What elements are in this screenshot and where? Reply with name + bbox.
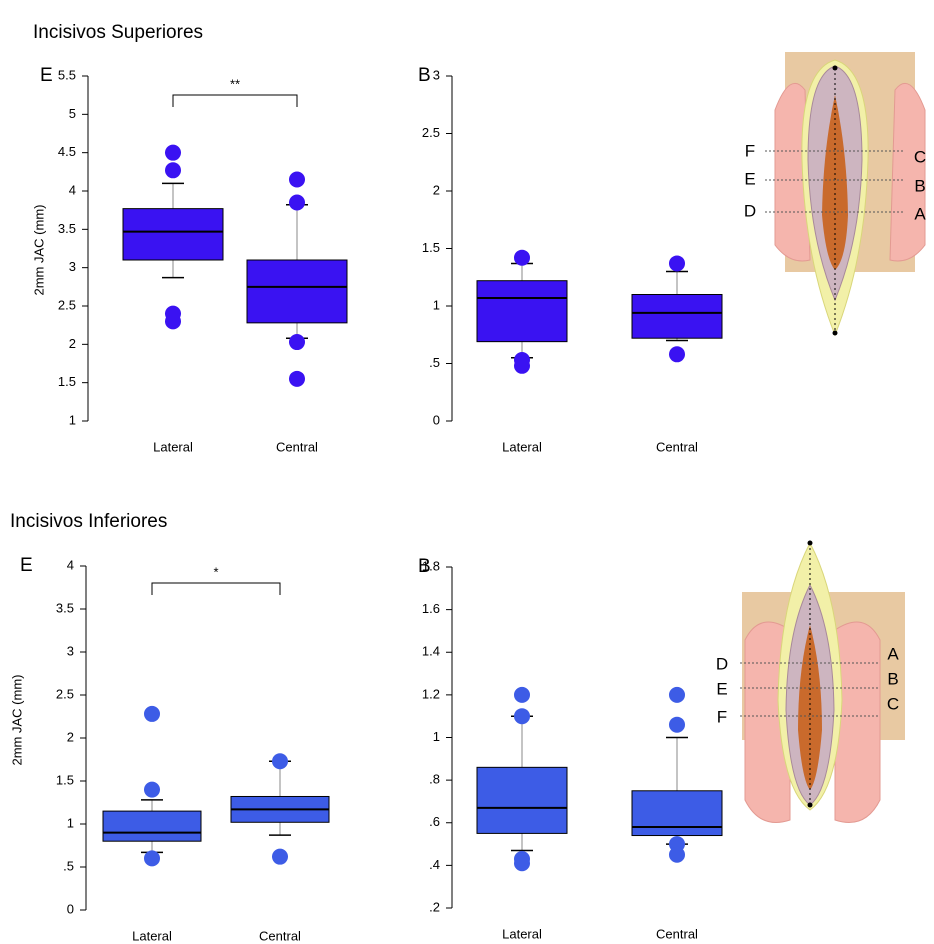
outlier [165,144,181,161]
outlier [514,357,530,374]
x-tick-label: Central [656,926,698,941]
diagram-label: D [744,201,756,220]
y-tick-label: 4.5 [58,144,76,159]
y-tick-label: 4 [69,182,76,197]
outlier [289,194,305,211]
y-tick-label: 1.5 [422,240,440,255]
outlier [165,313,181,330]
outlier [289,334,305,351]
x-tick-label: Lateral [153,439,193,454]
panel-label: E [40,65,53,86]
diagram-label: D [716,654,728,673]
outlier [272,848,288,865]
y-tick-label: 5 [69,106,76,121]
box [476,280,568,343]
section-title: Incisivos Inferiores [10,511,167,532]
diagram-label: C [914,147,926,166]
significance-bracket [151,582,281,595]
box [102,810,202,842]
y-tick-label: 3.5 [58,221,76,236]
y-tick-label: 1.4 [422,644,440,659]
y-tick-label: 2 [67,729,74,744]
panel-label: E [20,555,33,576]
diagram-label: C [887,694,899,713]
y-tick-label: 5.5 [58,67,76,82]
outlier [669,255,685,272]
outlier [669,346,685,363]
outlier [289,370,305,387]
y-tick-label: 3.5 [56,600,74,615]
x-tick-label: Central [276,439,318,454]
diagram-label: F [717,707,727,726]
box [476,766,568,834]
y-tick-label: 0 [67,901,74,916]
y-tick-label: 1.5 [58,374,76,389]
diagram-label: A [914,204,926,223]
diagram-label: A [887,644,899,663]
section-title: Incisivos Superiores [33,22,203,43]
outlier [272,753,288,770]
panel-label: B [418,556,431,577]
y-tick-label: .2 [429,899,440,914]
y-tick-label: .4 [429,857,440,872]
y-tick-label: 1.6 [422,601,440,616]
x-tick-label: Central [259,928,301,943]
outlier [144,705,160,722]
y-tick-label: 3 [67,643,74,658]
y-tick-label: 2.5 [422,125,440,140]
y-tick-label: 3 [69,259,76,274]
y-tick-label: 2 [433,182,440,197]
y-tick-label: 1 [67,815,74,830]
outlier [514,855,530,872]
y-tick-label: 1.2 [422,686,440,701]
box [246,259,348,324]
y-tick-label: 3 [433,67,440,82]
y-tick-label: 4 [67,557,74,572]
tooth-diagram [765,52,926,337]
x-tick-label: Lateral [502,439,542,454]
y-axis-label: 2mm JAC (mm) [31,205,46,296]
diagram-label: B [914,176,925,195]
significance-label: * [213,564,218,579]
diagram-label: E [716,679,727,698]
outlier [514,708,530,725]
outlier [144,850,160,867]
outlier [669,686,685,703]
y-tick-label: 1.8 [422,558,440,573]
diagram-label: F [745,141,755,160]
y-tick-label: 2 [69,336,76,351]
y-tick-label: .6 [429,814,440,829]
outlier [289,171,305,188]
outlier [514,249,530,266]
panel-label: B [418,65,431,86]
box [122,208,224,261]
y-tick-label: 1 [433,297,440,312]
outlier [144,781,160,798]
diagram-label: E [744,169,755,188]
y-tick-label: 1 [433,729,440,744]
outlier [514,686,530,703]
significance-label: ** [230,76,240,91]
box [631,790,723,837]
outlier [669,716,685,733]
box [631,294,723,339]
y-tick-label: 2.5 [56,686,74,701]
significance-bracket [172,94,298,107]
y-tick-label: 0 [433,412,440,427]
y-axis-label: 2mm JAC (mm) [9,675,24,766]
diagram-label: B [887,669,898,688]
y-tick-label: 1.5 [56,772,74,787]
y-tick-label: 1 [69,412,76,427]
y-tick-label: 2.5 [58,297,76,312]
x-tick-label: Lateral [502,926,542,941]
tooth-diagram [740,540,905,823]
x-tick-label: Central [656,439,698,454]
outlier [669,846,685,863]
outlier [165,162,181,179]
y-tick-label: .8 [429,772,440,787]
y-tick-label: .5 [63,858,74,873]
y-tick-label: .5 [429,355,440,370]
x-tick-label: Lateral [132,928,172,943]
